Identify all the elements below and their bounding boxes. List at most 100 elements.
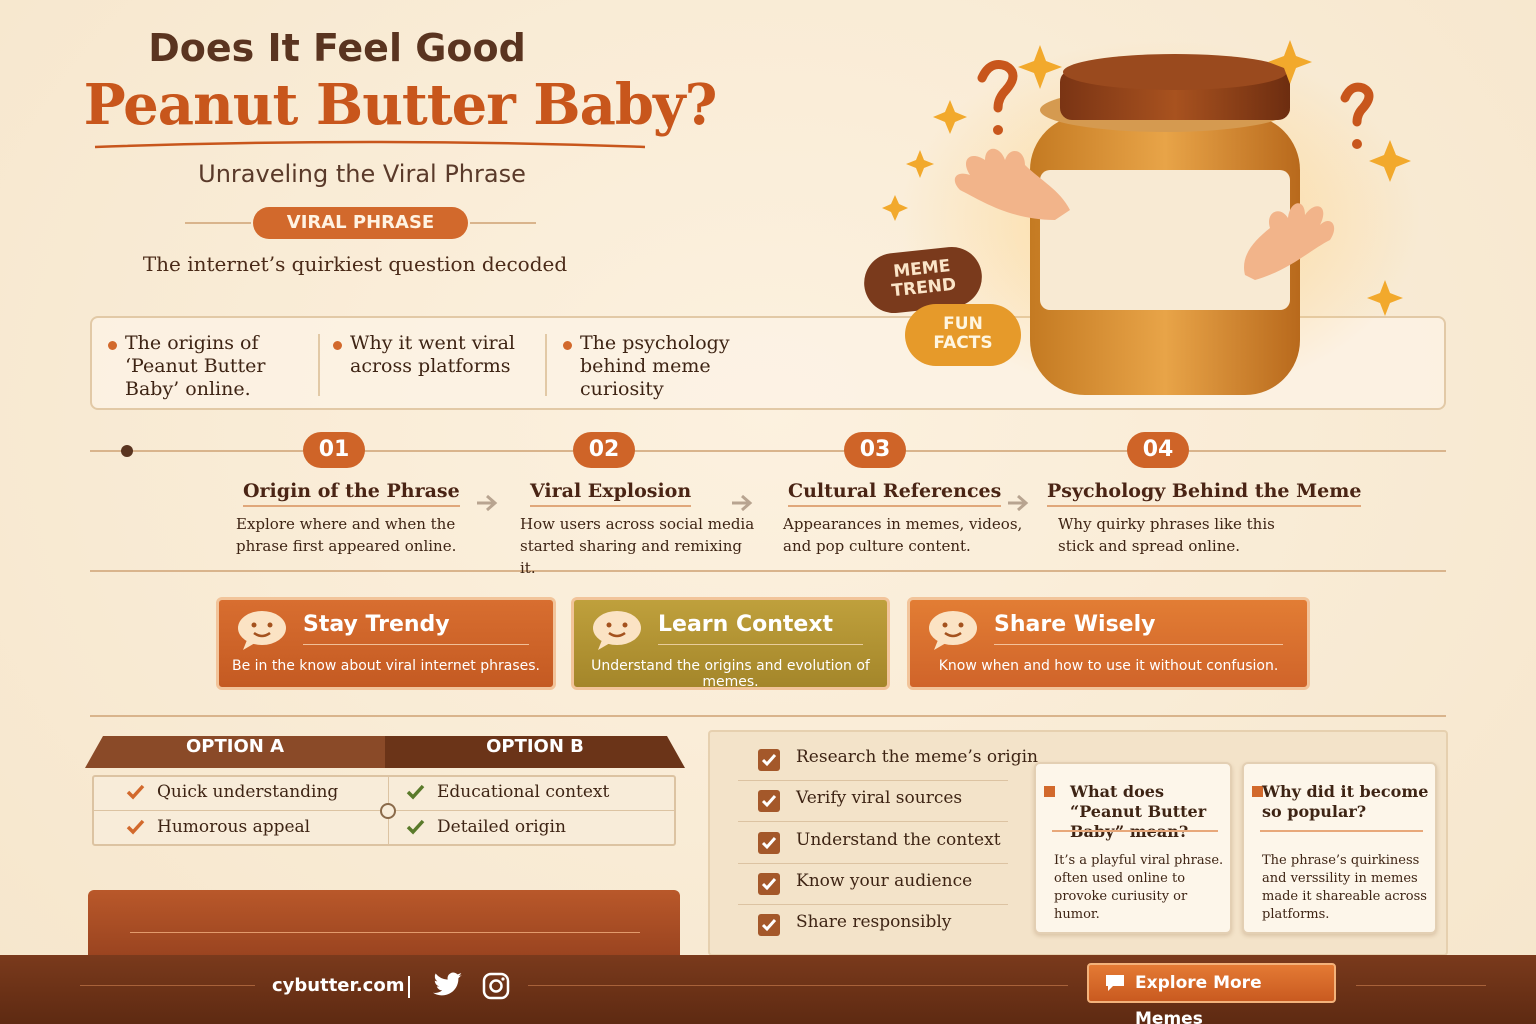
- bullet: [108, 341, 117, 350]
- step-title: Origin of the Phrase: [243, 480, 460, 507]
- feature-card: Learn Context Understand the origins and …: [571, 597, 890, 690]
- card-rule: [303, 644, 529, 645]
- option-item: Educational context: [437, 782, 610, 802]
- faq-rule: [1052, 830, 1218, 832]
- panel-line: [130, 932, 640, 933]
- faq-bullet: [1044, 786, 1055, 797]
- tagline: The internet’s quirkiest question decode…: [142, 252, 568, 276]
- step-title: Viral Explosion: [530, 480, 692, 507]
- option-header: OPTION B: [486, 736, 584, 757]
- card-rule: [994, 644, 1283, 645]
- check: [126, 819, 145, 835]
- cta-icon: [1106, 975, 1124, 991]
- separator: [318, 334, 320, 396]
- separator: [545, 334, 547, 396]
- title-line2: Peanut Butter Baby?: [83, 72, 718, 138]
- check: [761, 836, 777, 849]
- step-arrow: [1008, 494, 1029, 512]
- check: [761, 754, 777, 767]
- title-line1: Does It Feel Good: [148, 26, 526, 70]
- step-number: 01: [303, 432, 365, 468]
- check-item: Understand the context: [796, 829, 1001, 850]
- check-rule: [738, 903, 1008, 905]
- card-text: Be in the know about viral internet phra…: [232, 658, 540, 674]
- step-number: 02: [573, 432, 635, 468]
- check: [126, 784, 145, 800]
- divider: [185, 222, 251, 224]
- check: [761, 919, 777, 932]
- instagram-icon[interactable]: [482, 972, 510, 1000]
- check-item: Verify viral sources: [796, 788, 963, 809]
- footer-sep: [408, 976, 410, 998]
- bottom-panel: [88, 890, 680, 956]
- step-title: Cultural References: [788, 480, 1002, 507]
- step-text: Explore where and when the phrase first …: [236, 515, 457, 555]
- option-item: Humorous appeal: [157, 817, 311, 837]
- step-text: Appearances in memes, videos, and pop cu…: [783, 515, 1023, 555]
- check: [406, 819, 425, 835]
- divider: [90, 570, 1446, 572]
- divider: [470, 222, 536, 224]
- card-icon: [238, 611, 286, 650]
- cta-button[interactable]: Explore More Memes: [1087, 963, 1336, 1024]
- card-icon: [929, 611, 977, 650]
- card-text: Know when and how to use it without conf…: [938, 658, 1279, 674]
- feature-card: Share Wisely Know when and how to use it …: [907, 597, 1310, 690]
- highlight: Why it went viral across platforms: [350, 332, 516, 377]
- faq-question: What does “Peanut Butter Baby” mean?: [1070, 782, 1207, 841]
- step-number: 03: [844, 432, 906, 468]
- faq-answer: It’s a playful viral phrase. often used …: [1054, 853, 1224, 922]
- divider: [90, 715, 1446, 717]
- check-rule: [738, 821, 1008, 823]
- step-arrow: [477, 494, 498, 512]
- facts-badge: FUN FACTS: [905, 304, 1021, 366]
- timeline-line: [90, 450, 1446, 452]
- timeline-dot: [121, 445, 133, 457]
- twitter-icon[interactable]: [432, 970, 464, 1000]
- step-text: Why quirky phrases like this stick and s…: [1058, 515, 1275, 555]
- check: [761, 877, 777, 891]
- badge: VIRAL PHRASE: [253, 207, 468, 239]
- subtitle: Unraveling the Viral Phrase: [198, 160, 526, 188]
- check: [761, 795, 777, 808]
- feature-card: Stay Trendy Be in the know about viral in…: [216, 597, 556, 690]
- card-title: Stay Trendy: [303, 612, 450, 637]
- card-rule: [658, 644, 863, 645]
- faq-rule: [1260, 830, 1423, 832]
- check-item: Share responsibly: [796, 912, 952, 933]
- footer-site: cybutter.com: [272, 975, 405, 996]
- check-rule: [738, 780, 1008, 781]
- step-number: 04: [1127, 432, 1189, 468]
- bullet: [333, 341, 342, 350]
- faq-bullet: [1252, 786, 1263, 797]
- card-title: Share Wisely: [994, 612, 1156, 637]
- highlight: The origins of ‘Peanut Butter Baby’ onli…: [125, 332, 266, 400]
- comparison-header: [85, 736, 685, 768]
- option-item: Quick understanding: [157, 782, 339, 802]
- vs-dot: [380, 803, 396, 819]
- faq-answer: The phrase’s quirkiness and verssility i…: [1262, 853, 1427, 922]
- option-item: Detailed origin: [437, 817, 566, 837]
- card-text: Understand the origins and evolution of …: [591, 658, 870, 690]
- step-arrow: [732, 494, 753, 512]
- step-text: How users across social media started sh…: [520, 515, 755, 577]
- footer-line: [80, 985, 255, 986]
- footer-line: [528, 985, 1068, 986]
- highlight: The psychology behind meme curiosity: [580, 332, 730, 400]
- step-title: Psychology Behind the Meme: [1047, 480, 1362, 507]
- check-item: Research the meme’s origin: [796, 747, 1038, 767]
- card-title: Learn Context: [658, 612, 834, 637]
- title-underline: [94, 140, 646, 149]
- check-item: Know your audience: [796, 870, 973, 891]
- jar-illustration: [882, 40, 1420, 400]
- faq-question: Why did it become so popular?: [1262, 782, 1429, 821]
- check-rule: [738, 862, 1008, 864]
- option-header: OPTION A: [185, 736, 285, 757]
- footer-line: [1356, 985, 1486, 986]
- faq-card: Why did it become so popular? The phrase’…: [1242, 762, 1437, 934]
- card-icon: [593, 611, 641, 650]
- bullet: [563, 341, 572, 350]
- faq-card: What does “Peanut Butter Baby” mean? It’s…: [1034, 762, 1232, 934]
- check: [406, 784, 425, 800]
